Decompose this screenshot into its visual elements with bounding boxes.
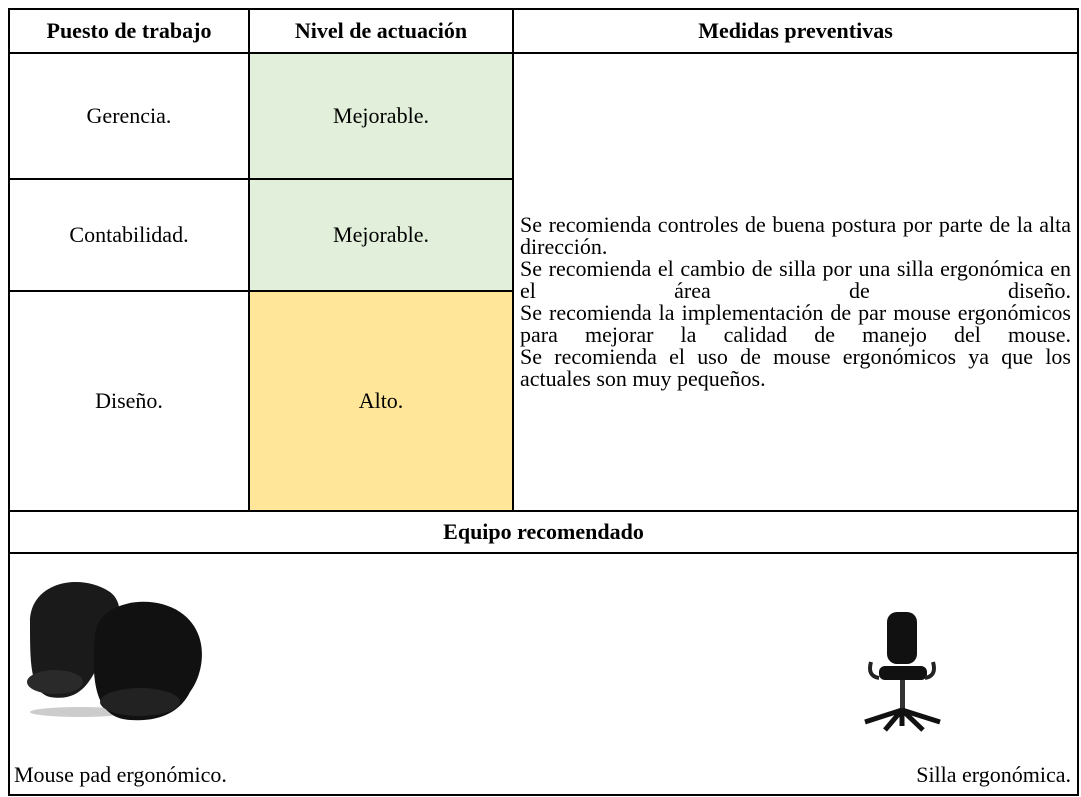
chair-image [864,612,941,732]
risk-table: Puesto de trabajo Nivel de actuación Med… [8,8,1079,796]
equipment-caption: Silla ergonómica. [916,762,1071,787]
equipment-cell: Mouse pad ergonómico. Silla ergonómica. [8,552,1079,796]
header-cell: Puesto de trabajo [8,8,250,54]
job-cell: Contabilidad. [8,178,250,292]
measure-text: Se recomienda la implementación de par m… [520,300,1071,347]
measures-cell: Se recomienda controles de buena postura… [512,52,1079,512]
job-cell: Diseño. [8,290,250,512]
measure-text: Se recomienda controles de buena postura… [520,212,1071,259]
job-cell: Gerencia. [8,52,250,180]
equipment-caption: Mouse pad ergonómico. [14,762,227,787]
level-cell: Mejorable. [248,178,514,292]
measure-text: Se recomienda el uso de mouse ergonómico… [520,344,1071,391]
header-cell: Nivel de actuación [248,8,514,54]
level-cell: Mejorable. [248,52,514,180]
header-cell: Medidas preventivas [512,8,1079,54]
equipment-title: Equipo recomendado [8,510,1079,554]
measure-text: Se recomienda el cambio de silla por una… [520,256,1071,303]
level-cell: Alto. [248,290,514,512]
mouse-pad-image [27,582,202,721]
